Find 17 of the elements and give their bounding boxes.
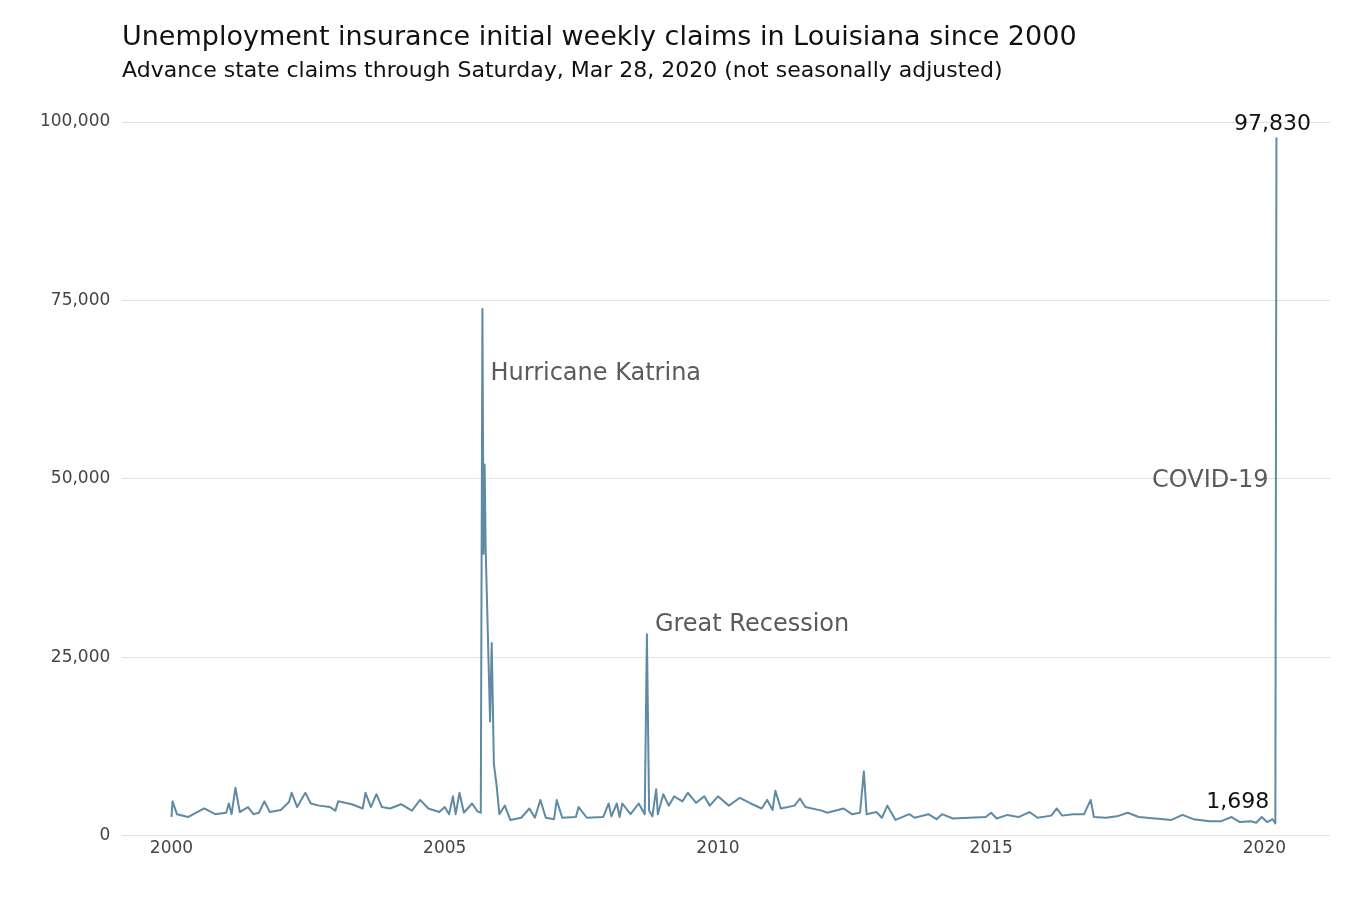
y-tick-label: 25,000: [50, 645, 111, 666]
annotation: Hurricane Katrina: [490, 357, 702, 386]
x-tick-label: 2005: [423, 837, 467, 858]
annotation: Great Recession: [654, 608, 850, 637]
x-tick-label: 2010: [696, 837, 740, 858]
y-tick-label: 0: [99, 824, 111, 845]
annotation: 97,830: [1233, 110, 1311, 136]
chart-subtitle: Advance state claims through Saturday, Mar 28, 2020 (not seasonally adjusted): [122, 57, 1004, 82]
y-tick-label: 100,000: [39, 110, 111, 131]
annotation: 1,698: [1206, 788, 1270, 814]
y-tick-label: 50,000: [50, 467, 111, 488]
x-tick-label: 2015: [969, 837, 1013, 858]
chart-title: Unemployment insurance initial weekly claims in Louisiana since 2000: [122, 20, 1078, 51]
x-tick-label: 2020: [1242, 837, 1287, 858]
annotation: COVID-19: [1152, 465, 1269, 494]
x-tick-label: 2000: [149, 837, 194, 858]
y-tick-label: 75,000: [50, 288, 111, 309]
